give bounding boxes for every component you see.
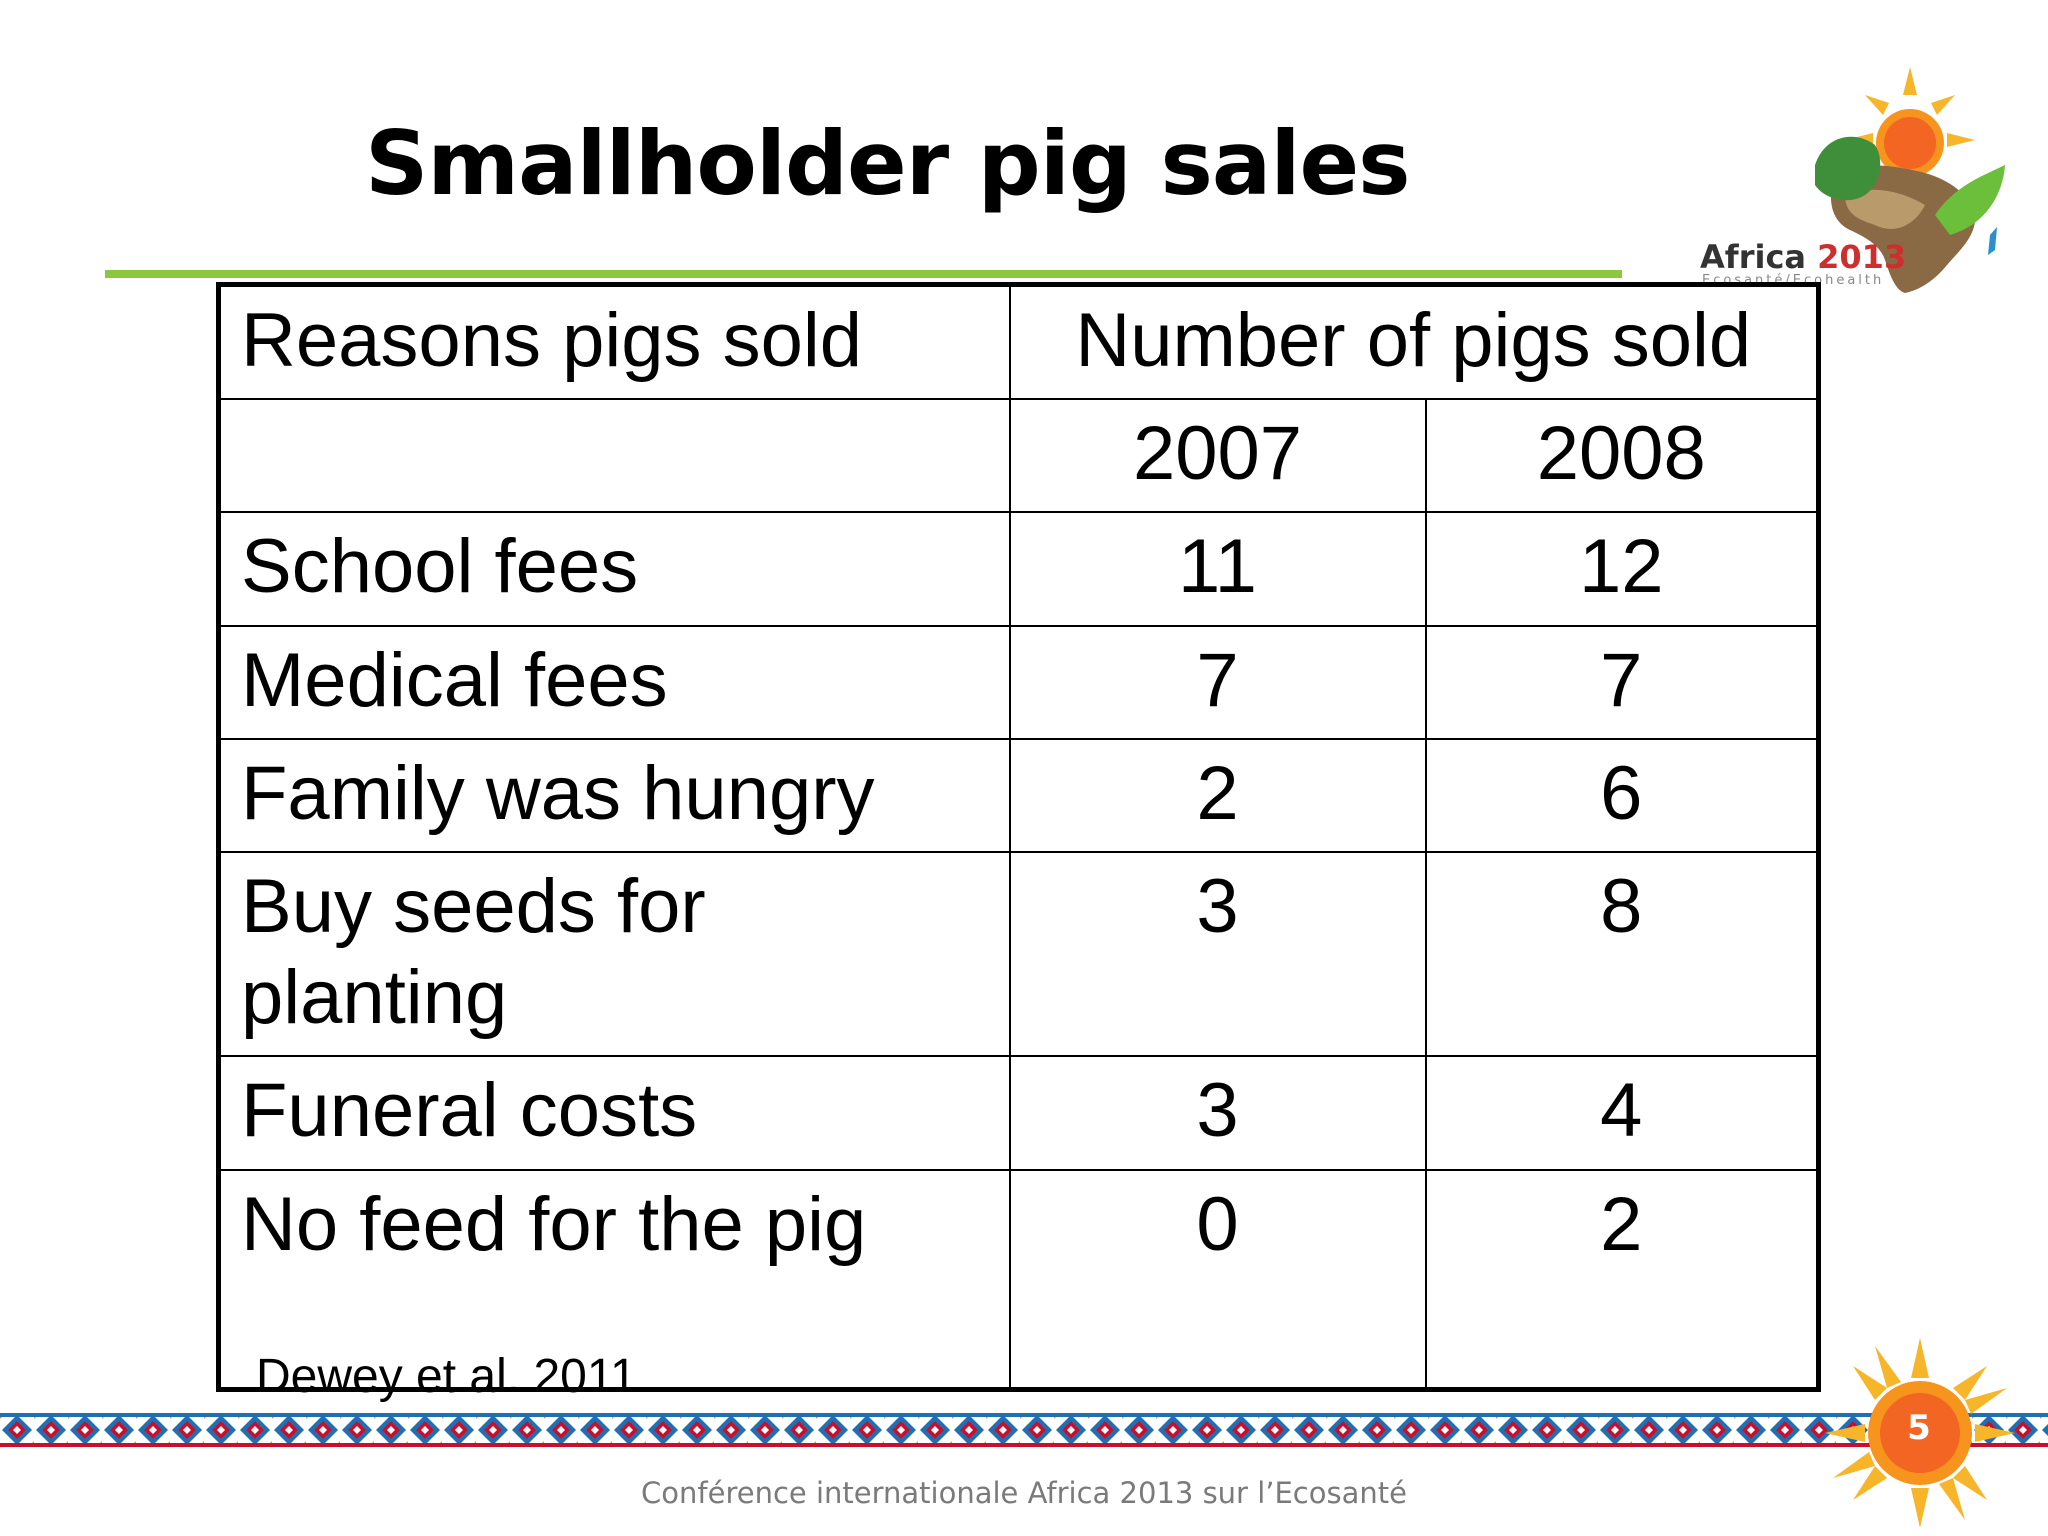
table-header-row: Reasons pigs sold Number of pigs sold [217, 283, 1820, 401]
reason-cell: Funeral costs [217, 1055, 1011, 1171]
title-underline [105, 270, 1622, 278]
value-2007-cell: 3 [1008, 850, 1427, 1058]
reason-cell: Family was hungry [217, 737, 1011, 853]
table-year-row: 2007 2008 [217, 398, 1820, 514]
header-number-sold: Number of pigs sold [1008, 283, 1820, 401]
table-row: Buy seeds for planting 3 8 [217, 850, 1820, 1058]
value-2007-cell: 11 [1008, 511, 1427, 627]
table-row: Medical fees 7 7 [217, 624, 1820, 740]
header-blank [217, 398, 1011, 514]
value-2008-cell: 7 [1424, 624, 1820, 740]
value-2007-cell: 7 [1008, 624, 1427, 740]
value-2007-cell: 3 [1008, 1055, 1427, 1171]
value-2008-cell: 12 [1424, 511, 1820, 627]
value-2008-cell: 8 [1424, 850, 1820, 1058]
value-2008-cell: 2 [1424, 1168, 1820, 1391]
table-row: No feed for the pig 0 2 [217, 1168, 1820, 1391]
logo-main-text: Africa [1700, 238, 1818, 276]
reason-cell: No feed for the pig [217, 1168, 1011, 1391]
header-year-2008: 2008 [1424, 398, 1820, 514]
reason-cell: Medical fees [217, 624, 1011, 740]
header-year-2007: 2007 [1008, 398, 1427, 514]
table-row: Family was hungry 2 6 [217, 737, 1820, 853]
header-reasons: Reasons pigs sold [217, 283, 1011, 401]
slide-footer: Conférence internationale Africa 2013 su… [641, 1476, 1407, 1510]
decorative-pattern-band [0, 1413, 2048, 1447]
value-2007-cell: 2 [1008, 737, 1427, 853]
pig-sales-table: Reasons pigs sold Number of pigs sold 20… [216, 282, 1821, 1392]
table-row: Funeral costs 3 4 [217, 1055, 1820, 1171]
value-2007-cell: 0 [1008, 1168, 1427, 1391]
page-number: 5 [1907, 1408, 1931, 1448]
reason-cell: School fees [217, 511, 1011, 627]
slide-title: Smallholder pig sales [365, 112, 1411, 215]
value-2008-cell: 6 [1424, 737, 1820, 853]
sun-badge-icon [1825, 1338, 2015, 1528]
value-2008-cell: 4 [1424, 1055, 1820, 1171]
logo-wordmark: Africa 2013 [1700, 238, 1906, 276]
logo-year-text: 2013 [1817, 238, 1907, 276]
citation: Dewey et al. 2011 [256, 1350, 637, 1403]
reason-cell: Buy seeds for planting [217, 850, 1011, 1058]
africa-map-sun-logo-icon [1815, 67, 2005, 293]
table-row: School fees 11 12 [217, 511, 1820, 627]
